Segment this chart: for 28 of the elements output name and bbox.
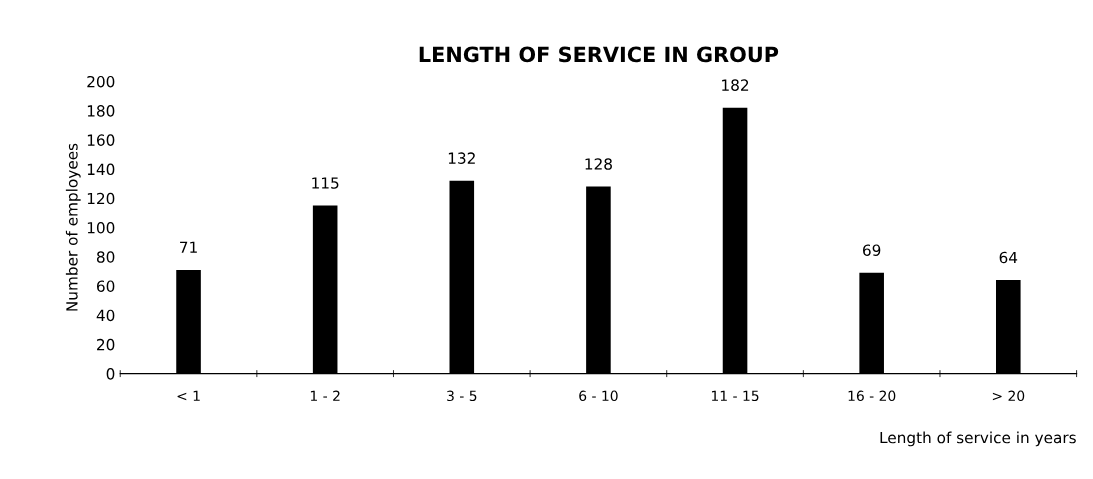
- y-tick-label: 60: [96, 280, 115, 292]
- y-tick-label: 80: [96, 251, 115, 263]
- data-label: 71: [180, 241, 197, 253]
- y-tick-label: 40: [96, 309, 115, 322]
- x-axis-title: Length of service in years: [880, 431, 1076, 447]
- data-label: 128: [585, 158, 612, 170]
- x-tick-label: < 1: [177, 390, 200, 401]
- y-tick-label: 160: [87, 134, 115, 146]
- y-tick-label: 0: [106, 368, 115, 380]
- y-tick-label: 20: [97, 338, 115, 351]
- y-tick-label: 120: [87, 192, 115, 205]
- data-label: 132: [448, 152, 475, 164]
- data-label: 182: [722, 79, 749, 91]
- chart-title: LENGTH OF SERVICE IN GROUP: [419, 46, 779, 63]
- data-label: 64: [999, 251, 1018, 264]
- y-tick-label: 200: [87, 75, 115, 88]
- data-label: 69: [863, 244, 881, 256]
- x-tick-label: 11 - 15: [711, 390, 759, 402]
- y-tick-label: 180: [87, 105, 115, 117]
- x-tick-label: 1 - 2: [310, 390, 340, 401]
- x-tick-label: > 20: [992, 390, 1025, 402]
- x-tick-label: 3 - 5: [447, 390, 477, 402]
- y-tick-label: 100: [87, 221, 115, 234]
- data-label: 115: [312, 177, 339, 189]
- x-tick-label: 6 - 10: [579, 390, 618, 402]
- x-tick-label: 16 - 20: [848, 390, 896, 402]
- y-axis-title: Number of employees: [65, 143, 81, 311]
- y-tick-label: 140: [87, 163, 115, 176]
